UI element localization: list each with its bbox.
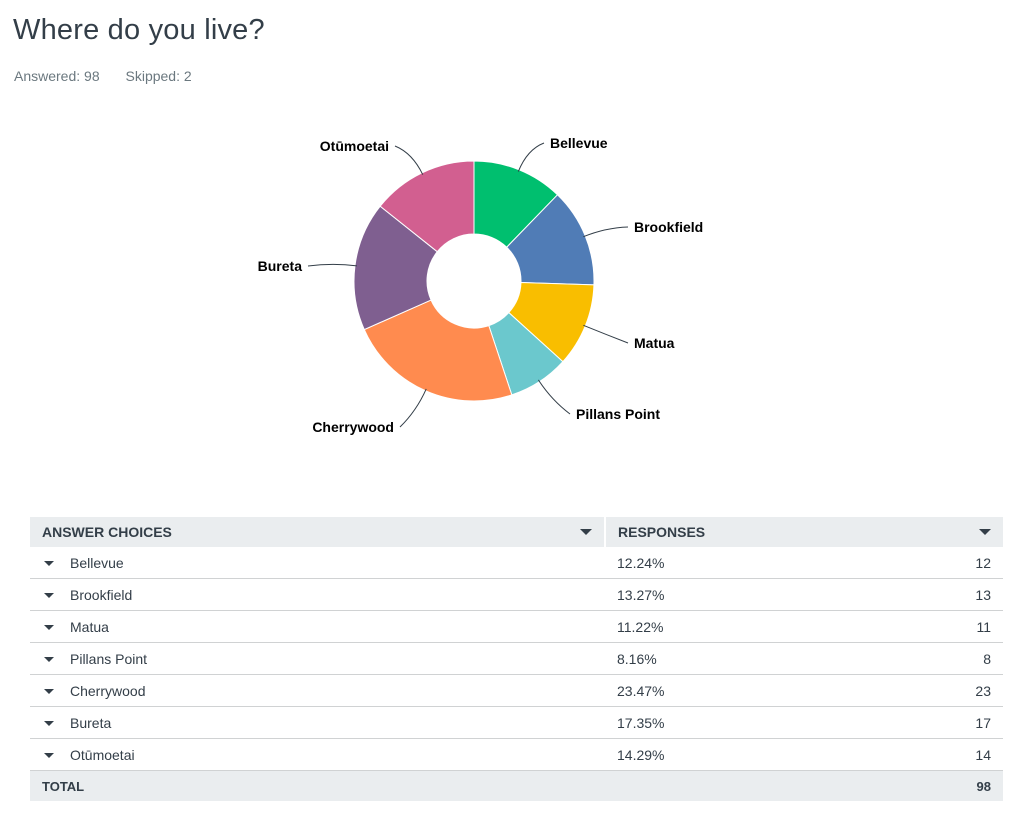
choice-label: Pillans Point: [70, 650, 148, 667]
total-row: TOTAL 98: [30, 770, 1003, 801]
percent-cell: 17.35%: [605, 706, 862, 739]
table-row: Bellevue 12.24% 12: [30, 547, 1003, 579]
donut-slice-bureta[interactable]: [353, 205, 438, 331]
total-count: 98: [861, 770, 1003, 801]
leader-line: [517, 142, 545, 172]
choice-label: Bureta: [70, 714, 112, 731]
choice-cell: Otūmoetai: [30, 738, 605, 771]
answer-choices-header[interactable]: ANSWER CHOICES: [30, 517, 606, 547]
responses-header[interactable]: RESPONSES: [605, 517, 1003, 547]
choice-label: Matua: [70, 618, 109, 635]
percent-cell: 8.16%: [605, 642, 862, 675]
expand-caret-icon[interactable]: [44, 688, 54, 694]
table-row: Brookfield 13.27% 13: [30, 578, 1003, 611]
table-row: Pillans Point 8.16% 8: [30, 642, 1003, 675]
slice-label: Bellevue: [550, 135, 608, 151]
count-cell: 11: [861, 610, 1003, 643]
table-row: Cherrywood 23.47% 23: [30, 674, 1003, 707]
expand-caret-icon[interactable]: [44, 656, 54, 662]
choice-cell: Pillans Point: [30, 642, 605, 675]
percent-cell: 13.27%: [605, 578, 862, 611]
slice-label: Pillans Point: [576, 406, 660, 422]
table-row: Otūmoetai 14.29% 14: [30, 738, 1003, 771]
table-row: Bureta 17.35% 17: [30, 706, 1003, 739]
count-cell: 14: [861, 738, 1003, 771]
responses-header-label: RESPONSES: [618, 524, 706, 540]
count-cell: 12: [861, 547, 1003, 579]
table-row: Matua 11.22% 11: [30, 610, 1003, 643]
donut-chart: Bellevue Brookfield Matua Pillans Point Cher…: [258, 135, 704, 435]
expand-caret-icon[interactable]: [44, 720, 54, 726]
percent-cell: 11.22%: [605, 610, 862, 643]
leader-line: [537, 379, 571, 415]
leader-line: [394, 145, 424, 175]
sort-caret-icon[interactable]: [979, 529, 991, 535]
response-stats: Answered: 98 Skipped: 2: [14, 68, 214, 84]
donut-slice-ot-moetai[interactable]: [379, 160, 475, 253]
total-spacer: [605, 770, 862, 801]
expand-caret-icon[interactable]: [44, 624, 54, 630]
leader-line: [583, 226, 629, 238]
count-cell: 8: [861, 642, 1003, 675]
percent-cell: 12.24%: [605, 547, 862, 579]
choice-label: Cherrywood: [70, 682, 146, 699]
slice-label: Otūmoetai: [320, 138, 389, 154]
choice-cell: Bellevue: [30, 547, 605, 579]
table-header-row: ANSWER CHOICES RESPONSES: [30, 517, 1003, 547]
skipped-count: Skipped: 2: [125, 68, 192, 84]
slice-label: Brookfield: [634, 219, 703, 235]
leader-line: [399, 388, 427, 428]
leader-line: [307, 263, 358, 267]
slice-label: Cherrywood: [312, 419, 394, 435]
slice-label: Matua: [634, 335, 675, 351]
choice-cell: Matua: [30, 610, 605, 643]
total-label: TOTAL: [30, 770, 605, 801]
leader-line: [583, 324, 629, 344]
choice-cell: Brookfield: [30, 578, 605, 611]
choice-label: Otūmoetai: [70, 746, 135, 763]
question-title: Where do you live?: [13, 14, 265, 46]
count-cell: 13: [861, 578, 1003, 611]
results-table: ANSWER CHOICES RESPONSES Bellevue 12.24%…: [30, 517, 1003, 801]
answer-choices-header-label: ANSWER CHOICES: [42, 524, 172, 540]
choice-cell: Cherrywood: [30, 674, 605, 707]
answered-count: Answered: 98: [14, 68, 100, 84]
percent-cell: 23.47%: [605, 674, 862, 707]
sort-caret-icon[interactable]: [580, 529, 592, 535]
choice-label: Brookfield: [70, 586, 133, 603]
expand-caret-icon[interactable]: [44, 752, 54, 758]
count-cell: 17: [861, 706, 1003, 739]
expand-caret-icon[interactable]: [44, 560, 54, 566]
donut-slice-cherrywood[interactable]: [363, 299, 513, 402]
choice-cell: Bureta: [30, 706, 605, 739]
percent-cell: 14.29%: [605, 738, 862, 771]
count-cell: 23: [861, 674, 1003, 707]
expand-caret-icon[interactable]: [44, 592, 54, 598]
choice-label: Bellevue: [70, 554, 124, 571]
slice-label: Bureta: [258, 258, 303, 274]
